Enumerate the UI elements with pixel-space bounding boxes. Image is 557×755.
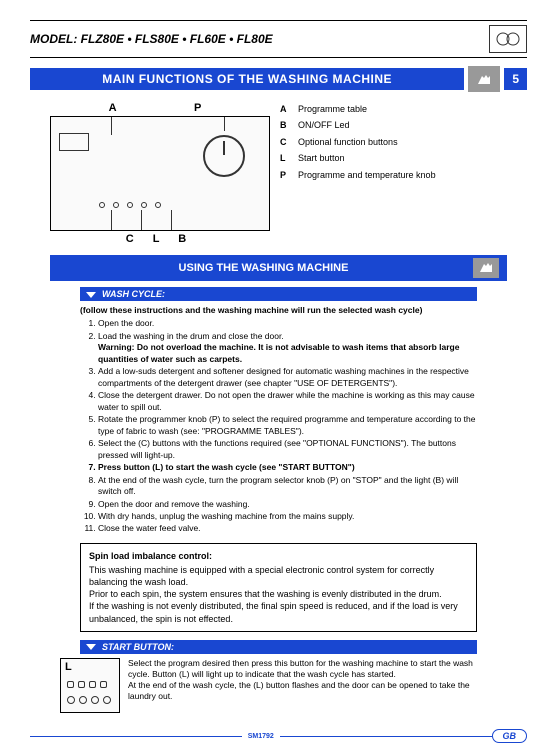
info-title: Spin load imbalance control: <box>89 550 468 562</box>
footer-gb-badge: GB <box>492 729 528 743</box>
wash-cycle-header: WASH CYCLE: <box>80 287 477 301</box>
info-line: This washing machine is equipped with a … <box>89 564 468 588</box>
control-panel-diagram <box>50 116 270 231</box>
start-text: Select the program desired then press th… <box>128 658 497 713</box>
hand-icon <box>468 66 500 92</box>
main-title: MAIN FUNCTIONS OF THE WASHING MACHINE <box>30 68 464 90</box>
step: Open the door and remove the washing. <box>98 499 477 510</box>
start-button-header: START BUTTON: <box>80 640 477 654</box>
step: With dry hands, unplug the washing machi… <box>98 511 477 522</box>
panel-label-clb: C L B <box>50 233 270 245</box>
follow-instructions: (follow these instructions and the washi… <box>80 305 477 316</box>
step: Add a low-suds detergent and softener de… <box>98 366 477 389</box>
step: Press button (L) to start the wash cycle… <box>98 462 477 473</box>
brand-logo <box>489 25 527 53</box>
panel-label-p: P <box>194 102 201 114</box>
hand-icon <box>473 258 499 278</box>
footer-code: SM1792 <box>242 733 280 740</box>
step: Select the (C) buttons with the function… <box>98 438 477 461</box>
step: Close the water feed valve. <box>98 523 477 534</box>
step: Load the washing in the drum and close t… <box>98 331 477 365</box>
using-title: USING THE WASHING MACHINE <box>58 262 469 274</box>
model-line: MODEL: FLZ80E • FLS80E • FL60E • FL80E <box>30 32 273 46</box>
panel-label-a: A <box>109 102 117 114</box>
step: At the end of the wash cycle, turn the p… <box>98 475 477 498</box>
info-line: If the washing is not evenly distributed… <box>89 600 468 624</box>
spin-info-box: Spin load imbalance control: This washin… <box>80 543 477 632</box>
info-line: Prior to each spin, the system ensures t… <box>89 588 468 600</box>
step: Open the door. <box>98 318 477 329</box>
step: Rotate the programmer knob (P) to select… <box>98 414 477 437</box>
start-button-diagram: L <box>60 658 120 713</box>
legend: AProgramme table BON/OFF Led COptional f… <box>280 102 507 245</box>
step: Close the detergent drawer. Do not open … <box>98 390 477 413</box>
page-number: 5 <box>504 68 527 90</box>
steps-list: Open the door. Load the washing in the d… <box>80 318 477 534</box>
